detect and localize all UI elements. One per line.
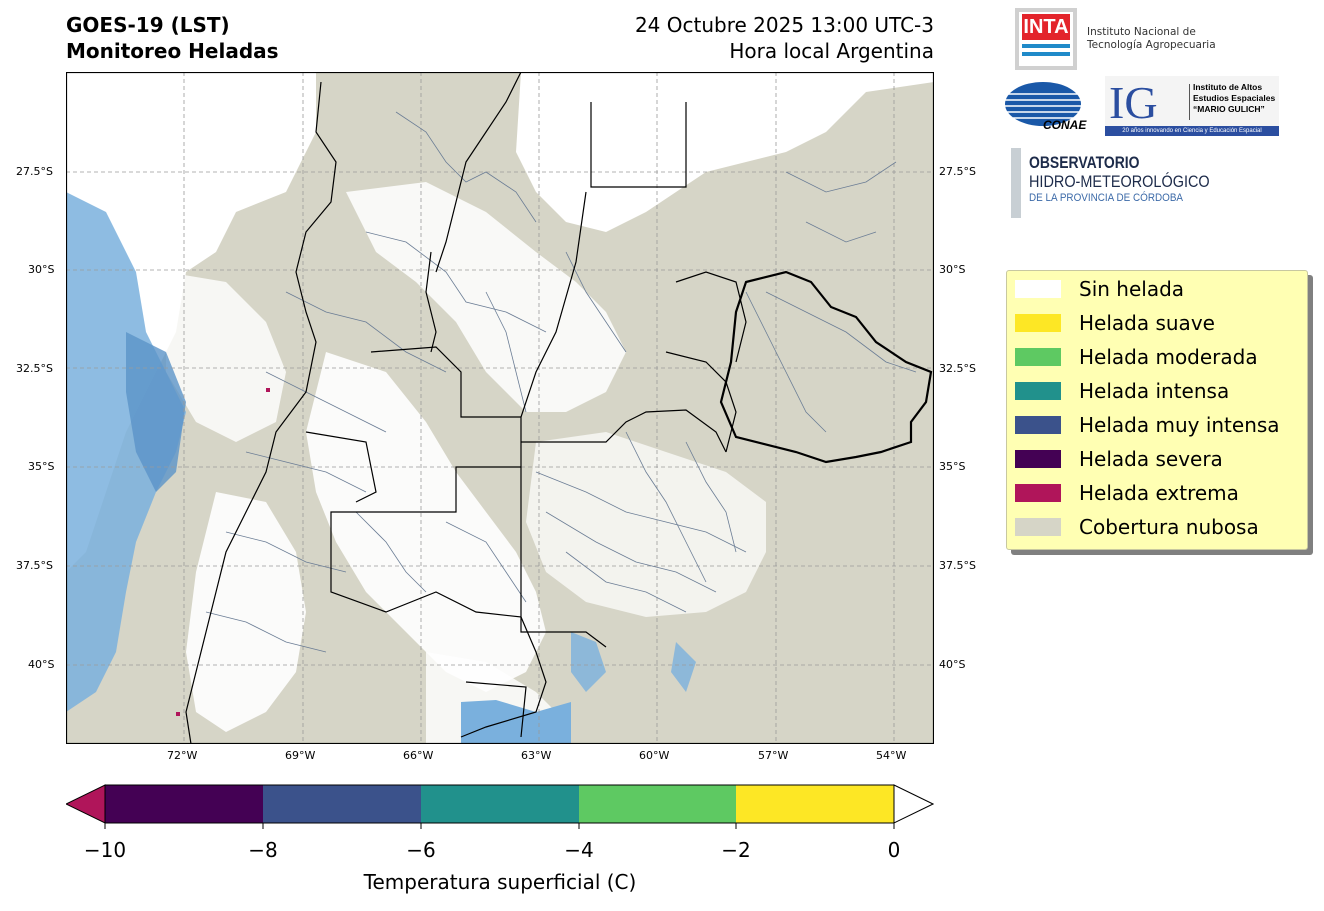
map-datetime: 24 Octubre 2025 13:00 UTC-3 Hora local A… — [635, 12, 934, 64]
observatorio-logo: OBSERVATORIO HIDRO-METEOROLÓGICO DE LA P… — [1029, 154, 1242, 205]
colorbar-segment — [736, 785, 894, 823]
lat-label-right-5: 37.5°S — [939, 559, 976, 572]
lat-label-left-6: 40°S — [28, 658, 55, 671]
legend-item-helada-intensa: Helada intensa — [1015, 379, 1230, 403]
colorbar-segment — [263, 785, 421, 823]
lon-label-4: 63°W — [521, 749, 552, 762]
district-boundaries — [205, 111, 917, 653]
uruguay-border — [719, 270, 933, 464]
lon-label-2: 69°W — [285, 749, 316, 762]
lat-label-left-4: 35°S — [28, 460, 55, 473]
datetime-text: 24 Octubre 2025 13:00 UTC-3 — [634, 13, 934, 37]
obs-line-1: OBSERVATORIO — [1029, 153, 1140, 172]
lat-label-right-1: 27.5°S — [939, 165, 976, 178]
legend-box: Sin helada Helada suave Helada moderada … — [1006, 270, 1308, 550]
ig-name-line-2: Estudios Espaciales — [1193, 93, 1276, 103]
lat-label-left-2: 30°S — [28, 263, 55, 276]
inta-mark: INTA — [1022, 14, 1070, 40]
colorbar-canvas — [64, 784, 935, 829]
legend-item-cobertura-nubosa: Cobertura nubosa — [1015, 515, 1259, 539]
title-line-2: Monitoreo Heladas — [66, 39, 279, 63]
legend-item-helada-severa: Helada severa — [1015, 447, 1223, 471]
legend-swatch — [1015, 450, 1061, 468]
map-frame — [66, 72, 934, 744]
conae-logo: CONAE — [1005, 80, 1087, 136]
lat-label-right-6: 40°S — [939, 658, 966, 671]
ig-name: Instituto de Altos Estudios Espaciales “… — [1193, 82, 1275, 115]
colorbar-tick: 0 — [887, 838, 901, 862]
ig-name-line-1: Instituto de Altos — [1193, 82, 1263, 92]
obs-line-3: DE LA PROVINCIA DE CÓRDOBA — [1029, 192, 1184, 204]
lat-label-right-3: 32.5°S — [939, 362, 976, 375]
colorbar-title: Temperatura superficial (C) — [363, 870, 637, 894]
conae-text: CONAE — [1043, 118, 1087, 132]
colorbar-tick: −10 — [83, 838, 127, 862]
colorbar-under-arrow — [64, 784, 106, 824]
legend-swatch — [1015, 382, 1061, 400]
legend-label: Helada extrema — [1079, 481, 1239, 505]
legend-swatch — [1015, 348, 1061, 366]
legend-label: Helada severa — [1079, 447, 1223, 471]
lon-label-6: 57°W — [758, 749, 789, 762]
obs-line-2: HIDRO-METEOROLÓGICO — [1029, 172, 1210, 191]
extreme-frost-pixels — [176, 388, 270, 716]
legend-item-helada-muy-intensa: Helada muy intensa — [1015, 413, 1280, 437]
legend-label: Helada suave — [1079, 311, 1215, 335]
map-canvas — [66, 72, 934, 744]
colorbar-segment — [105, 785, 263, 823]
legend-label: Cobertura nubosa — [1079, 515, 1259, 539]
legend-label: Sin helada — [1079, 277, 1185, 301]
lat-label-right-2: 30°S — [939, 263, 966, 276]
inta-name-line-2: Tecnología Agropecuaria — [1087, 39, 1216, 51]
conae-globe-icon — [1005, 82, 1081, 126]
map-title: GOES-19 (LST) Monitoreo Heladas — [66, 12, 279, 64]
lat-label-left-3: 32.5°S — [16, 362, 53, 375]
legend-swatch — [1015, 280, 1061, 298]
lon-label-3: 66°W — [403, 749, 434, 762]
ig-mark: IG — [1109, 77, 1158, 128]
lat-label-left-1: 27.5°S — [16, 165, 53, 178]
colorbar-segment — [421, 785, 579, 823]
legend-label: Helada intensa — [1079, 379, 1230, 403]
legend-label: Helada muy intensa — [1079, 413, 1280, 437]
legend-item-sin-helada: Sin helada — [1015, 277, 1185, 301]
lon-label-5: 60°W — [639, 749, 670, 762]
legend-item-helada-moderada: Helada moderada — [1015, 345, 1258, 369]
colorbar-tick: −4 — [564, 838, 594, 862]
ig-tagline: 20 años innovando en Ciencia y Educación… — [1105, 126, 1279, 136]
inta-name-line-1: Instituto Nacional de — [1087, 26, 1196, 38]
colorbar-tick: −6 — [406, 838, 436, 862]
lat-label-left-5: 37.5°S — [16, 559, 53, 572]
lon-label-7: 54°W — [876, 749, 907, 762]
colorbar-tick: −8 — [248, 838, 278, 862]
obs-bar — [1011, 148, 1021, 218]
timezone-text: Hora local Argentina — [729, 39, 934, 63]
ig-logo: IG Instituto de Altos Estudios Espaciale… — [1105, 76, 1279, 136]
legend-swatch — [1015, 484, 1061, 502]
title-line-1: GOES-19 (LST) — [66, 13, 230, 37]
frost-map — [66, 72, 934, 744]
colorbar-segment — [579, 785, 736, 823]
legend-item-helada-suave: Helada suave — [1015, 311, 1215, 335]
legend-label: Helada moderada — [1079, 345, 1258, 369]
legend-swatch — [1015, 518, 1061, 536]
colorbar-tick: −2 — [721, 838, 751, 862]
legend-swatch — [1015, 314, 1061, 332]
legend-swatch — [1015, 416, 1061, 434]
water-areas — [66, 192, 696, 744]
colorbar-over-arrow — [893, 784, 935, 824]
lat-label-right-4: 35°S — [939, 460, 966, 473]
ig-name-line-3: “MARIO GULICH” — [1193, 104, 1265, 114]
inta-logo: INTA — [1015, 8, 1077, 70]
institution-logos: INTA Instituto Nacional de Tecnología Ag… — [1005, 6, 1305, 236]
legend-item-helada-extrema: Helada extrema — [1015, 481, 1239, 505]
inta-name: Instituto Nacional de Tecnología Agropec… — [1087, 26, 1216, 52]
colorbar — [64, 784, 935, 844]
lon-label-1: 72°W — [167, 749, 198, 762]
